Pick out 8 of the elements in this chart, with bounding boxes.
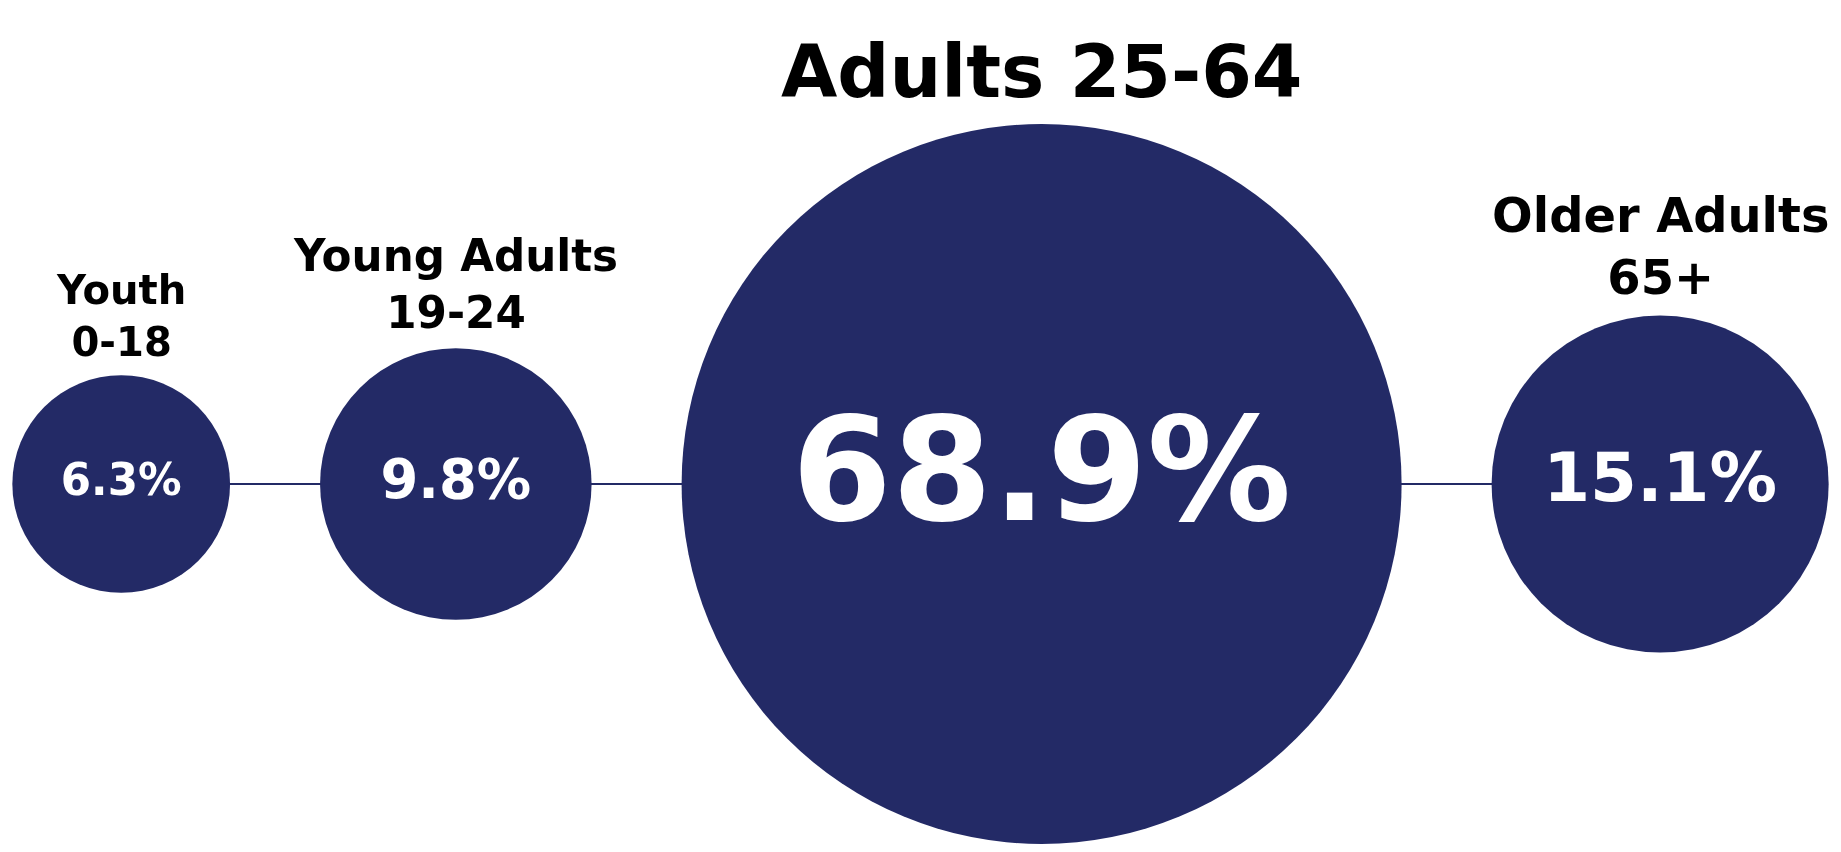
category-label: Young Adults 19-24	[293, 230, 619, 338]
data-label: 68.9%	[791, 386, 1292, 554]
category-label: Youth 0-18	[56, 267, 187, 366]
category-label: Older Adults 65+	[1492, 188, 1830, 306]
category-label: Adults 25-64	[781, 29, 1303, 114]
data-label: 15.1%	[1543, 437, 1778, 517]
data-label: 6.3%	[60, 454, 182, 505]
data-label: 9.8%	[380, 447, 532, 511]
